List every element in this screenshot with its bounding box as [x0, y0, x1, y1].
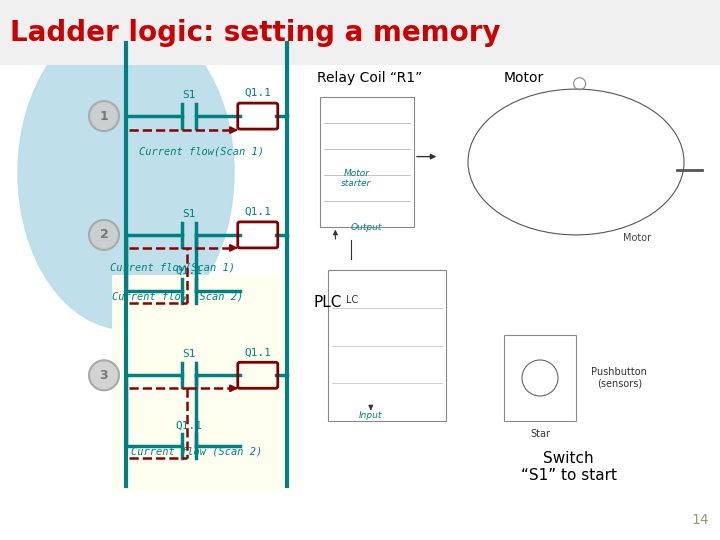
Text: 3: 3 [99, 369, 108, 382]
FancyBboxPatch shape [112, 275, 295, 491]
Text: Q1.1: Q1.1 [176, 266, 203, 275]
Circle shape [89, 101, 119, 131]
Text: Ladder logic: setting a memory: Ladder logic: setting a memory [10, 19, 500, 47]
Circle shape [89, 360, 119, 390]
Ellipse shape [468, 89, 684, 235]
Text: Q1.1: Q1.1 [244, 347, 271, 357]
Text: Q1.1: Q1.1 [244, 207, 271, 217]
Text: Q1.1: Q1.1 [176, 421, 203, 430]
Text: PLC: PLC [313, 295, 341, 310]
FancyBboxPatch shape [320, 97, 414, 227]
Text: Pushbutton
(sensors): Pushbutton (sensors) [591, 367, 647, 389]
Text: Current flow(Scan 1): Current flow(Scan 1) [140, 146, 264, 156]
Text: Switch
“S1” to start: Switch “S1” to start [521, 451, 617, 483]
Text: Current flow(Scan 1): Current flow(Scan 1) [110, 263, 235, 273]
Text: Star: Star [530, 429, 550, 439]
Text: Output: Output [351, 222, 382, 232]
Text: 1: 1 [99, 110, 109, 123]
Text: Relay Coil “R1”: Relay Coil “R1” [317, 71, 422, 85]
Text: Motor: Motor [623, 233, 652, 242]
Text: Current flow (Scan 2): Current flow (Scan 2) [131, 447, 263, 456]
Text: S1: S1 [183, 90, 196, 100]
Text: 14: 14 [692, 512, 709, 526]
FancyBboxPatch shape [504, 335, 576, 421]
Text: Input: Input [359, 411, 382, 421]
Text: Motor: Motor [504, 71, 544, 85]
Text: Motor
starter: Motor starter [341, 168, 372, 188]
Circle shape [89, 220, 119, 250]
Text: LC: LC [346, 295, 358, 305]
Ellipse shape [18, 16, 234, 329]
FancyBboxPatch shape [328, 270, 446, 421]
Text: S1: S1 [183, 349, 196, 359]
Text: 2: 2 [99, 228, 109, 241]
Text: Current flow (Scan 2): Current flow (Scan 2) [112, 292, 243, 301]
Text: S1: S1 [183, 209, 196, 219]
FancyBboxPatch shape [0, 0, 720, 65]
Text: Q1.1: Q1.1 [244, 88, 271, 98]
Circle shape [522, 360, 558, 396]
